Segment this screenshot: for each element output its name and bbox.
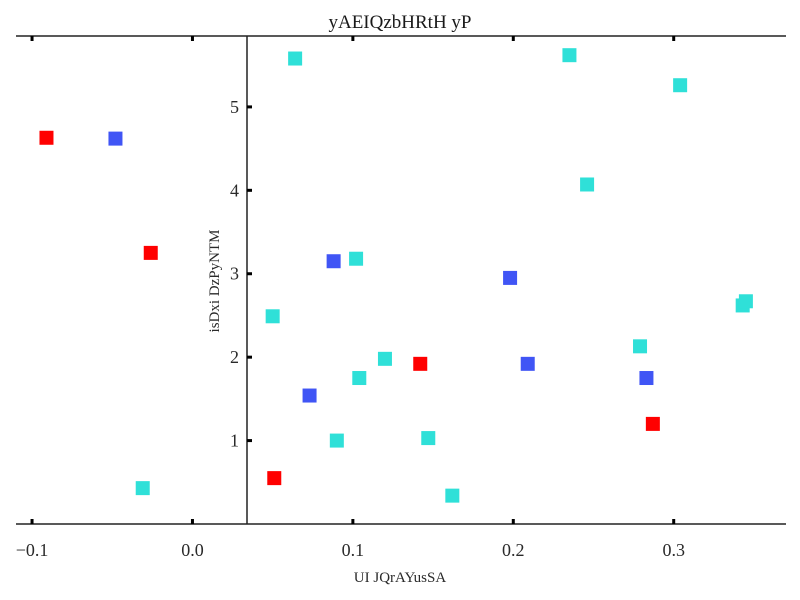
data-point-series-1 <box>39 130 54 145</box>
data-point-series-2 <box>520 356 535 371</box>
data-point-series-3 <box>135 481 150 496</box>
data-point-series-3 <box>421 431 436 446</box>
data-point-series-2 <box>108 131 123 146</box>
y-tick-label: 1 <box>230 431 239 451</box>
x-tick-label: −0.1 <box>16 540 49 560</box>
axes: −0.1 0.0 0.1 0.2 0.3 1 2 3 4 5 <box>16 35 786 560</box>
x-tick-label: 0.3 <box>662 540 685 560</box>
data-point-series-3 <box>329 433 344 448</box>
data-point-series-3 <box>673 78 688 93</box>
data-point-series-3 <box>738 294 753 309</box>
data-point-series-3 <box>377 351 392 366</box>
data-point-series-3 <box>562 48 577 63</box>
data-point-series-3 <box>265 309 280 324</box>
y-axis-label: isDxi DzPyNTM <box>207 230 223 333</box>
data-point-series-3 <box>349 251 364 266</box>
data-point-series-3 <box>352 371 367 386</box>
data-point-series-3 <box>633 339 648 354</box>
data-point-series-3 <box>445 488 460 503</box>
x-tick-label: 0.2 <box>502 540 525 560</box>
x-tick-label: 0.1 <box>342 540 365 560</box>
data-point-series-1 <box>645 416 660 431</box>
chart-title: yAEIQzbHRtH yP <box>328 12 471 33</box>
data-point-series-1 <box>143 245 158 260</box>
y-tick-label: 3 <box>230 264 239 284</box>
data-point-series-2 <box>302 388 317 403</box>
x-axis-label: UI JQrAYusSA <box>354 570 447 586</box>
y-tick-label: 4 <box>230 180 239 200</box>
data-point-series-2 <box>503 270 518 285</box>
data-point-series-2 <box>326 254 341 269</box>
data-points <box>39 48 753 503</box>
y-tick-label: 2 <box>230 347 239 367</box>
data-point-series-1 <box>267 471 282 486</box>
y-tick-label: 5 <box>230 97 239 117</box>
data-point-series-3 <box>288 51 303 66</box>
data-point-series-3 <box>580 177 595 192</box>
x-tick-label: 0.0 <box>181 540 204 560</box>
data-point-series-1 <box>413 356 428 371</box>
data-point-series-2 <box>639 371 654 386</box>
